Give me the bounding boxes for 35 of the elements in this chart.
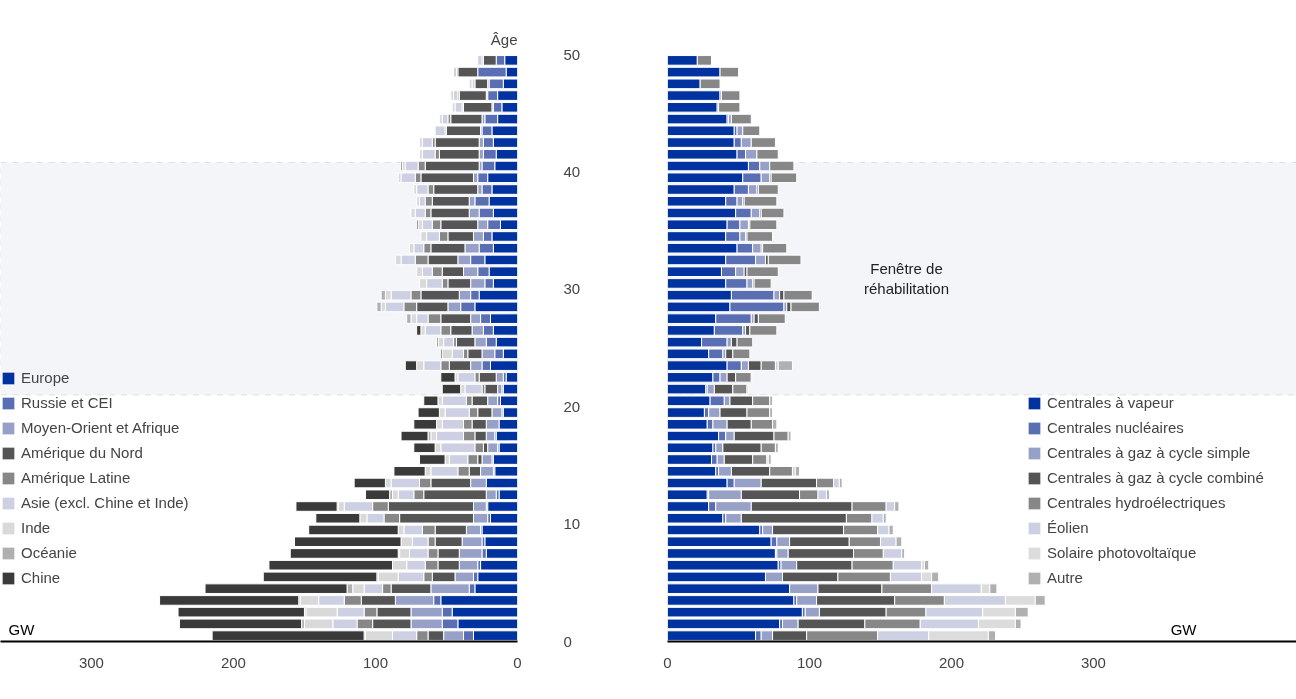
- legend-label: Inde: [21, 519, 51, 536]
- y-axis-title: Âge: [490, 30, 518, 48]
- band-label: Fenêtre de réhabilitation: [863, 260, 950, 298]
- y-tick-label: 0: [563, 632, 572, 650]
- legend-label: Russie et CEI: [21, 394, 113, 411]
- x-tick-label: 200: [220, 653, 246, 671]
- y-tick-label: 10: [563, 515, 581, 533]
- legend-label: Asie (excl. Chine et Inde): [21, 494, 189, 511]
- x-axis-title: GW: [8, 620, 36, 638]
- legend-label: Éolien: [1047, 519, 1089, 536]
- legend-label: Centrales à gaz à cycle combiné: [1047, 469, 1264, 486]
- x-tick-label: 100: [796, 653, 822, 671]
- x-tick-label: 200: [938, 653, 964, 671]
- legend-label: Amérique du Nord: [21, 444, 143, 461]
- legend-label: Chine: [21, 569, 61, 586]
- y-tick-label: 40: [563, 162, 581, 180]
- legend-label: Amérique Latine: [21, 469, 131, 486]
- x-tick-label: 0: [663, 653, 672, 671]
- legend-label: Europe: [21, 369, 70, 386]
- y-tick-label: 50: [563, 45, 581, 63]
- legend-label: Centrales à vapeur: [1047, 394, 1174, 411]
- legend-label: Centrales à gaz à cycle simple: [1047, 444, 1251, 461]
- legend-label: Moyen-Orient et Afrique: [21, 419, 180, 436]
- x-tick-label: 0: [513, 653, 522, 671]
- legend-label: Centrales hydroélectriques: [1047, 494, 1226, 511]
- legend-label: Solaire photovoltaïque: [1047, 544, 1197, 561]
- x-axis-title: GW: [1170, 620, 1198, 638]
- x-tick-label: 300: [1080, 653, 1106, 671]
- x-tick-label: 100: [362, 653, 388, 671]
- y-tick-label: 20: [563, 397, 581, 415]
- legend-label: Autre: [1047, 569, 1083, 586]
- x-tick-label: 300: [78, 653, 104, 671]
- legend-label: Centrales nucléaires: [1047, 419, 1184, 436]
- y-tick-label: 30: [563, 280, 581, 298]
- legend-label: Océanie: [21, 544, 77, 561]
